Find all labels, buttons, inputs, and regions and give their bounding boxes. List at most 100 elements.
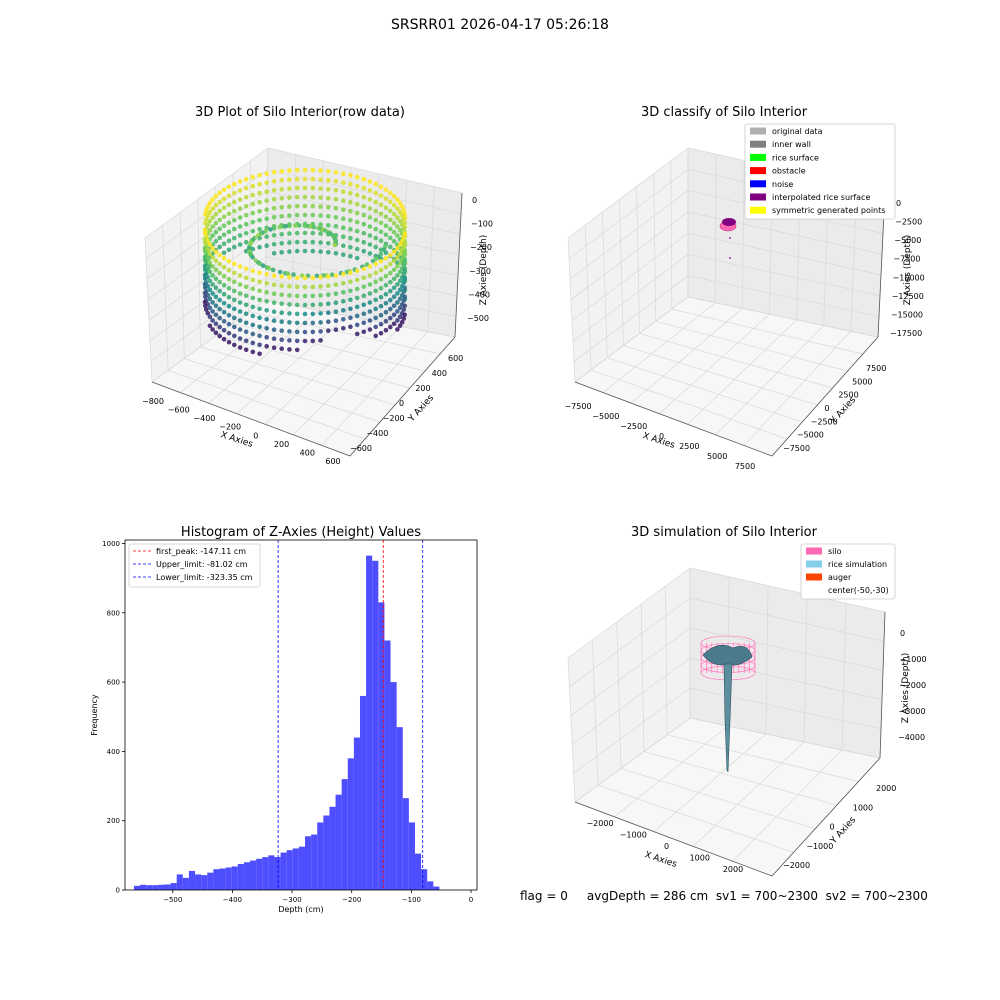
scatter-point (264, 234, 270, 239)
scatter-point (397, 242, 403, 248)
scatter-point (348, 253, 353, 259)
p1-grid-line (184, 358, 381, 423)
scatter-point (264, 299, 270, 304)
scatter-point (310, 239, 316, 245)
scatter-point (287, 311, 292, 316)
scatter-point (271, 318, 277, 324)
scatter-point (221, 214, 227, 220)
hist-bar (140, 884, 147, 890)
p2-y-tick-label: −2500 (811, 417, 838, 426)
scatter-point (373, 279, 379, 285)
scatter-point (388, 208, 393, 214)
scatter-point (318, 329, 323, 334)
scatter-point (395, 233, 400, 238)
scatter-point (361, 320, 367, 326)
p2-grid-line (631, 308, 743, 404)
scatter-point (388, 324, 393, 330)
scatter-point (271, 206, 277, 211)
scatter-point (378, 267, 384, 273)
p4-grid-line (640, 603, 645, 752)
p2-grid-line (715, 325, 824, 436)
scatter-point (221, 187, 227, 193)
p1-x-tick-label: 400 (300, 448, 315, 457)
scatter-point (388, 279, 393, 285)
scatter-point (310, 212, 316, 218)
p4-grid-line (689, 717, 881, 759)
p2-grid-line (623, 345, 818, 406)
hist-bar (421, 869, 428, 890)
scatter-point (326, 241, 331, 246)
hist-legend-label: Upper_limit: -81.02 cm (156, 560, 248, 569)
status-text: flag = 0 avgDepth = 286 cm sv1 = 700~230… (520, 889, 928, 903)
p4-grid-line (643, 751, 837, 806)
scatter-point (391, 276, 397, 282)
hist-x-axis-label: Depth (cm) (278, 905, 323, 914)
scatter-point (348, 315, 353, 321)
p2-z-tick-label: −12500 (892, 292, 924, 301)
scatter-point (391, 321, 397, 327)
scatter-point (395, 224, 400, 229)
scatter-point (361, 284, 367, 290)
p4-z-tick-label: −4000 (898, 733, 925, 742)
scatter-point (205, 213, 211, 219)
legend-label: symmetric generated points (772, 206, 885, 215)
scatter-point (217, 217, 222, 223)
scatter-point (217, 270, 222, 276)
scatter-point (354, 268, 360, 274)
scatter-point (287, 223, 292, 229)
p2-grid-line (687, 232, 882, 276)
hist-bar (170, 883, 177, 890)
scatter-point (213, 267, 219, 273)
hist-bar (164, 884, 171, 890)
p4-y-tick-label: −1000 (806, 842, 833, 851)
scatter-point (237, 224, 243, 229)
scatter-point (391, 220, 397, 226)
scatter-point (333, 300, 339, 306)
p2-y-tick-label: 5000 (852, 377, 872, 386)
scatter-point (361, 302, 367, 308)
scatter-point (232, 199, 237, 205)
scatter-point (341, 180, 346, 185)
scatter-point (226, 330, 232, 336)
scatter-point (348, 181, 353, 187)
p2-y-tick-label: 0 (825, 404, 830, 413)
hist-bar (219, 868, 226, 890)
scatter-point (318, 249, 323, 254)
scatter-point (326, 232, 331, 237)
hist-bar (366, 555, 373, 890)
scatter-point (310, 338, 316, 344)
p2-y-axis-line (771, 336, 879, 457)
scatter-point (302, 248, 308, 254)
legend-label: obstacle (772, 167, 806, 176)
hist-y-tick-label: 1000 (102, 540, 120, 548)
scatter-point (232, 288, 237, 294)
figure-title: SRSRR01 2026-04-17 05:26:18 (391, 17, 609, 33)
scatter-point (395, 215, 400, 220)
scatter-point (237, 242, 243, 247)
p2-grid-line (687, 275, 880, 317)
scatter-point (279, 292, 285, 298)
p2-grid-line (572, 254, 689, 342)
scatter-point (367, 309, 373, 314)
p2-grid-line (570, 211, 689, 300)
hist-bar (201, 875, 208, 890)
scatter-point (221, 282, 227, 288)
scatter-point (374, 256, 379, 261)
scatter-point (378, 229, 384, 235)
p2-grid-line (569, 190, 689, 280)
scatter-point (373, 226, 379, 232)
p2-x-tick-label: 5000 (707, 452, 727, 461)
scatter-point (250, 349, 256, 355)
scatter-point (341, 234, 346, 239)
scatter-point (354, 277, 360, 283)
p4-grid-line (689, 687, 882, 730)
scatter-point (326, 214, 331, 219)
scatter-point (333, 327, 339, 333)
hist-bar (182, 877, 189, 890)
scatter-point (264, 281, 270, 286)
scatter-point (310, 194, 316, 200)
hist-bar (243, 862, 251, 890)
scatter-point (402, 303, 408, 309)
scatter-point (232, 208, 237, 214)
scatter-point (210, 300, 215, 305)
